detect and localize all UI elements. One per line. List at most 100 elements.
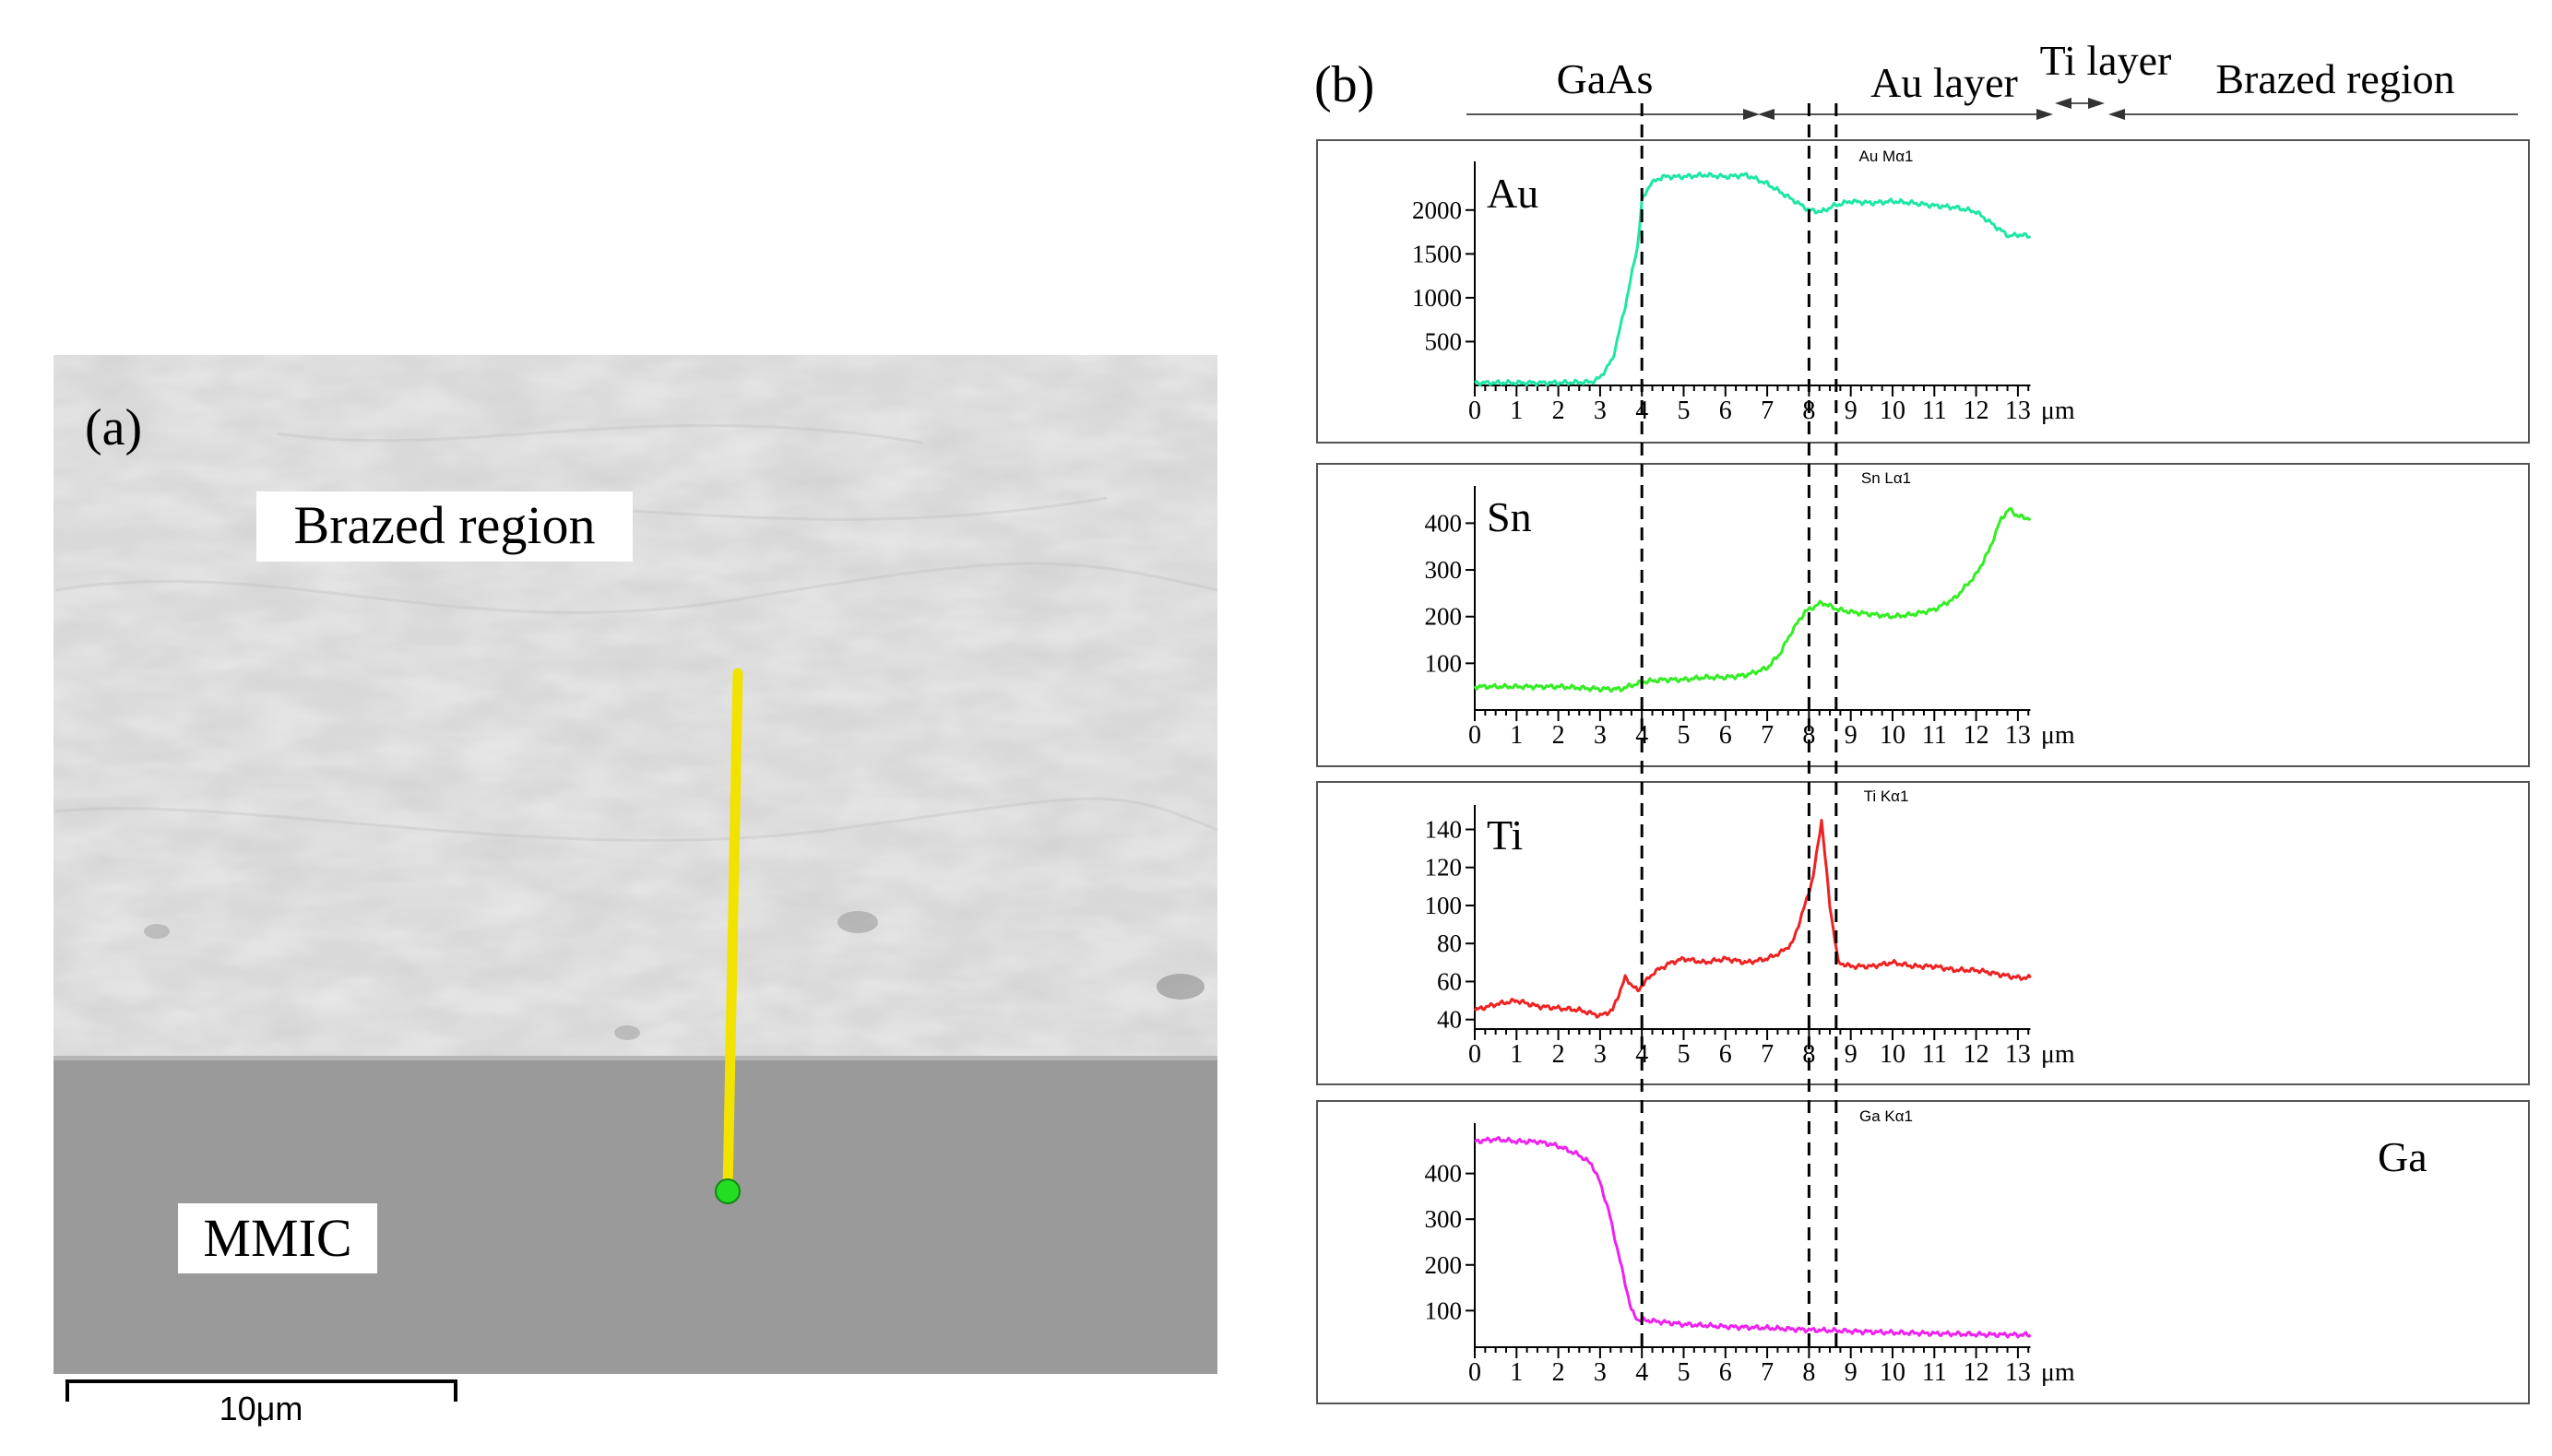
- surface-pit: [837, 911, 878, 933]
- brazed-region-label: Brazed region: [294, 495, 596, 555]
- x-tick-label: 6: [1719, 721, 1732, 750]
- panel-frame: [1316, 463, 2530, 767]
- x-tick-label: 10: [1880, 721, 1905, 750]
- y-tick-label: 60: [1437, 967, 1462, 995]
- y-tick-label: 40: [1437, 1006, 1462, 1034]
- scale-bar: [65, 1379, 457, 1402]
- x-tick-label: 11: [1922, 1358, 1947, 1387]
- mmic-label: MMIC: [203, 1208, 351, 1268]
- y-tick-label: 140: [1425, 815, 1463, 843]
- x-tick-label: 4: [1635, 721, 1648, 750]
- x-tick-label: 13: [2005, 1040, 2031, 1069]
- y-tick-label: 200: [1425, 603, 1463, 631]
- ga-series-line: [1474, 1136, 2032, 1339]
- x-tick-label: 9: [1845, 1358, 1858, 1387]
- x-tick-label: 3: [1594, 397, 1607, 425]
- x-tick-label: 6: [1719, 1358, 1732, 1387]
- x-tick-label: 2: [1552, 397, 1565, 425]
- region-label-brazed: Brazed region: [2215, 55, 2454, 102]
- x-tick-label: 12: [1964, 397, 1989, 425]
- x-tick-label: 4: [1635, 1040, 1648, 1069]
- eds-scan-line: [722, 668, 743, 1197]
- x-tick-label: 13: [2005, 1358, 2031, 1387]
- panel-a: (a) Brazed region MMIC 10μm: [53, 355, 1218, 1427]
- x-tick-label: 12: [1964, 721, 1989, 750]
- x-unit-label: μm: [2041, 721, 2075, 750]
- au-plot: 500100015002000012345678910111213μm: [1412, 161, 2075, 425]
- surface-pit: [614, 1025, 640, 1040]
- x-tick-label: 9: [1845, 1040, 1858, 1069]
- x-tick-label: 3: [1594, 1358, 1607, 1387]
- plot-title-ga: Ga Kα1: [1859, 1107, 1913, 1125]
- scan-start-dot: [715, 1178, 741, 1204]
- y-tick-label: 400: [1425, 1160, 1463, 1188]
- panel-frame: [1316, 139, 2530, 444]
- y-tick-label: 500: [1425, 327, 1463, 355]
- plot-panel-au: Au Au Mα1 500100015002000012345678910111…: [1316, 139, 2530, 444]
- scale-bar-text: 10μm: [220, 1390, 303, 1427]
- y-tick-label: 80: [1437, 929, 1462, 957]
- y-tick-label: 120: [1425, 854, 1463, 882]
- x-unit-label: μm: [2041, 1040, 2075, 1069]
- y-tick-label: 1000: [1412, 284, 1462, 312]
- x-tick-label: 3: [1594, 1040, 1607, 1069]
- region-header: GaAs Au layer Ti layer Brazed region: [1466, 37, 2518, 120]
- x-tick-label: 2: [1552, 1040, 1565, 1069]
- x-tick-label: 6: [1719, 397, 1732, 425]
- x-tick-label: 12: [1964, 1040, 1989, 1069]
- x-tick-label: 8: [1802, 1040, 1815, 1069]
- x-tick-label: 11: [1922, 721, 1947, 750]
- y-tick-label: 400: [1425, 509, 1463, 537]
- panel-a-label: (a): [85, 399, 142, 456]
- x-tick-label: 5: [1678, 397, 1691, 425]
- x-tick-label: 1: [1510, 397, 1523, 425]
- au-series-line: [1474, 172, 2032, 387]
- panel-b-label: (b): [1314, 56, 1374, 113]
- x-tick-label: 8: [1802, 1358, 1815, 1387]
- region-label-gaas: GaAs: [1557, 55, 1654, 102]
- x-unit-label: μm: [2041, 397, 2075, 425]
- ti-series-line: [1473, 819, 2032, 1019]
- x-tick-label: 1: [1510, 1040, 1523, 1069]
- brazed-texture: [53, 355, 1217, 1058]
- layer-boundaries: [1640, 103, 1838, 1349]
- x-tick-label: 11: [1922, 1040, 1947, 1069]
- y-tick-label: 100: [1425, 649, 1463, 677]
- sn-series-line: [1473, 507, 2032, 693]
- x-tick-label: 5: [1678, 1040, 1691, 1069]
- x-tick-label: 5: [1678, 721, 1691, 750]
- region-label-ti-layer: Ti layer: [2040, 37, 2172, 84]
- x-tick-label: 5: [1678, 1358, 1691, 1387]
- x-tick-label: 0: [1468, 1040, 1481, 1069]
- y-tick-label: 100: [1425, 1296, 1463, 1324]
- x-tick-label: 7: [1761, 1040, 1774, 1069]
- y-tick-label: 1500: [1412, 240, 1462, 267]
- x-tick-label: 4: [1635, 1358, 1648, 1387]
- x-tick-label: 2: [1552, 721, 1565, 750]
- mmic-label-box: [178, 1203, 377, 1273]
- x-tick-label: 9: [1845, 721, 1858, 750]
- plot-title-sn: Sn Lα1: [1861, 469, 1911, 487]
- x-tick-label: 0: [1468, 397, 1481, 425]
- element-label-ga: Ga: [2378, 1133, 2427, 1180]
- y-tick-label: 300: [1425, 1205, 1463, 1233]
- x-tick-label: 13: [2005, 721, 2031, 750]
- surface-pit: [144, 924, 170, 939]
- x-tick-label: 3: [1594, 721, 1607, 750]
- plot-title-ti: Ti Kα1: [1864, 787, 1909, 805]
- brazed-label-box: [256, 491, 633, 562]
- panel-b: (b) GaAs Au layer Ti layer Brazed region…: [1314, 37, 2530, 1404]
- x-tick-label: 10: [1880, 397, 1905, 425]
- x-tick-label: 8: [1802, 721, 1815, 750]
- interface-line: [53, 1056, 1217, 1060]
- x-tick-label: 10: [1880, 1358, 1905, 1387]
- plot-title-au: Au Mα1: [1859, 148, 1914, 165]
- element-label-au: Au: [1487, 170, 1538, 217]
- x-tick-label: 11: [1922, 397, 1947, 425]
- x-tick-label: 1: [1510, 1358, 1523, 1387]
- element-label-sn: Sn: [1487, 493, 1532, 540]
